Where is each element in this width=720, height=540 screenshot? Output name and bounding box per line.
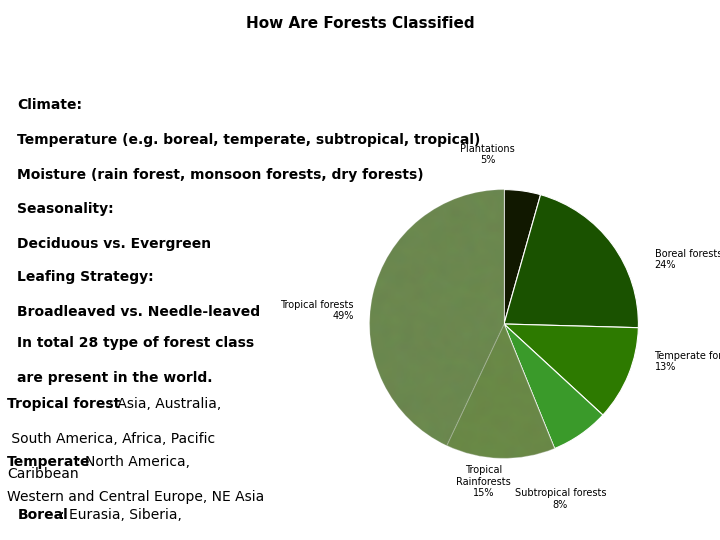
Text: Moisture (rain forest, monsoon forests, dry forests): Moisture (rain forest, monsoon forests, … — [17, 168, 424, 182]
Text: Temperature (e.g. boreal, temperate, subtropical, tropical): Temperature (e.g. boreal, temperate, sub… — [17, 133, 481, 147]
Text: Caribbean: Caribbean — [7, 467, 78, 481]
Text: Western and Central Europe, NE Asia: Western and Central Europe, NE Asia — [7, 490, 264, 504]
Wedge shape — [504, 324, 639, 415]
Text: : Eurasia, Siberia,: : Eurasia, Siberia, — [60, 509, 182, 522]
Wedge shape — [369, 190, 504, 446]
Text: Seasonality:: Seasonality: — [17, 202, 114, 216]
Wedge shape — [446, 324, 554, 458]
Text: : Asia, Australia,: : Asia, Australia, — [104, 396, 221, 410]
Text: Leafing Strategy:: Leafing Strategy: — [17, 270, 154, 284]
Text: Deciduous vs. Evergreen: Deciduous vs. Evergreen — [17, 237, 212, 251]
Text: Subtropical forests
8%: Subtropical forests 8% — [515, 488, 606, 510]
Text: Broadleaved vs. Needle-leaved: Broadleaved vs. Needle-leaved — [17, 305, 261, 319]
Text: Tropical
Rainforests
15%: Tropical Rainforests 15% — [456, 465, 511, 498]
Text: Plantations
5%: Plantations 5% — [461, 144, 516, 165]
Text: Tropical forests
49%: Tropical forests 49% — [280, 300, 354, 321]
Text: are present in the world.: are present in the world. — [17, 371, 213, 385]
Text: Temperate forests
13%: Temperate forests 13% — [654, 351, 720, 373]
Wedge shape — [504, 324, 603, 449]
Text: South America, Africa, Pacific: South America, Africa, Pacific — [7, 431, 215, 446]
Text: Boreal forests
24%: Boreal forests 24% — [654, 249, 720, 271]
Wedge shape — [504, 195, 639, 328]
Text: Tropical forest: Tropical forest — [7, 396, 120, 410]
Text: : North America,: : North America, — [76, 455, 190, 469]
Text: Temperate: Temperate — [7, 455, 91, 469]
Text: Boreal: Boreal — [17, 509, 68, 522]
Wedge shape — [504, 190, 541, 324]
Text: In total 28 type of forest class: In total 28 type of forest class — [17, 336, 254, 350]
Text: Climate:: Climate: — [17, 98, 82, 112]
Text: How Are Forests Classified: How Are Forests Classified — [246, 16, 474, 31]
